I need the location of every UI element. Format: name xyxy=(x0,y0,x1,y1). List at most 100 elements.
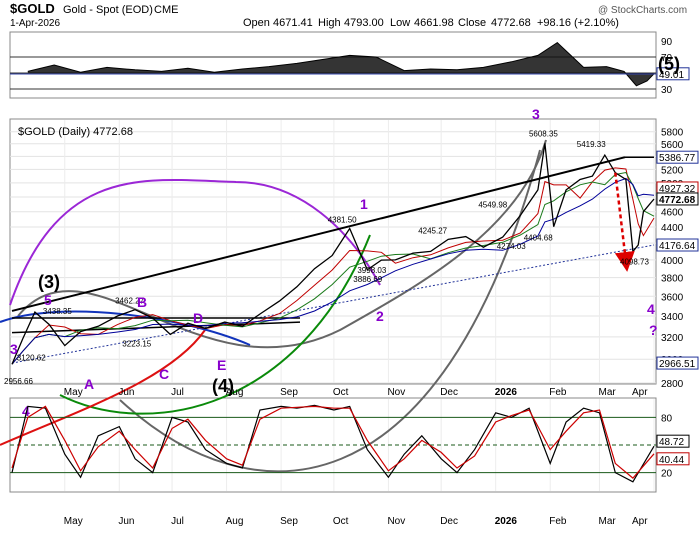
price-panel-frame xyxy=(9,118,657,385)
stoch-value-tag-box xyxy=(656,434,690,448)
wave-label: (4) xyxy=(212,376,234,396)
price-tick-label: 3200 xyxy=(661,333,684,344)
price-tick-label: 3400 xyxy=(661,312,684,323)
x-tick-label: Jun xyxy=(118,387,134,398)
x-tick-label: Nov xyxy=(387,387,405,398)
rsi-layer: 9070503049.01 xyxy=(10,37,690,96)
wave-label: E xyxy=(217,357,226,373)
stoch-layer: 80 20 48.72 40.44 xyxy=(10,404,690,483)
x-tick-label: Apr xyxy=(632,387,648,398)
ohlc-high-label: High xyxy=(318,17,341,29)
wave-label: B xyxy=(137,294,147,310)
price-tag-box xyxy=(656,356,699,370)
price-annotation: 5608.35 xyxy=(529,129,558,138)
stoch-x-tick-label: 2026 xyxy=(495,516,518,527)
rsi-line xyxy=(27,41,655,87)
wave-label: 2 xyxy=(376,308,384,324)
ohlc-low: 4661.98 xyxy=(414,17,454,29)
price-tag-box xyxy=(656,150,699,164)
x-tick-label: Feb xyxy=(549,387,567,398)
price-annotation: 3438.35 xyxy=(43,307,72,316)
price-annotation: 4098.73 xyxy=(620,258,649,267)
x-tick-label: Oct xyxy=(333,387,349,398)
price-tick-label: 5800 xyxy=(661,128,684,139)
stoch-value-tag-box xyxy=(656,452,690,466)
stoch-value-tag: 48.72 xyxy=(659,437,684,448)
stoch-x-tick-label: Jun xyxy=(118,516,134,527)
stoch-tick-label: 20 xyxy=(661,469,673,480)
wave-label: 3 xyxy=(10,341,18,357)
wave-label: C xyxy=(159,366,169,382)
red-cycle-arc xyxy=(0,329,206,446)
ohlc-high: 4793.00 xyxy=(344,17,384,29)
price-lines xyxy=(11,143,655,365)
price-title: $GOLD (Daily) 4772.68 xyxy=(18,126,133,138)
gray-cycle-arc-large xyxy=(119,149,541,473)
stoch-x-tick-label: Dec xyxy=(440,516,458,527)
stoch-value-tag: 40.44 xyxy=(659,455,684,466)
ohlc-close: 4772.68 xyxy=(491,17,531,29)
stoch-d-line xyxy=(11,405,655,479)
price-annotation: 3462.27 xyxy=(115,297,144,306)
stoch-tick-label: 80 xyxy=(661,413,673,424)
price-tag-box xyxy=(656,238,699,252)
ma-mid-line xyxy=(11,171,655,365)
ohlc-open: 4671.41 xyxy=(273,17,313,29)
price-tick-label: 4000 xyxy=(661,256,684,267)
price-annotation: 3120.62 xyxy=(17,354,46,363)
price-annotation: 4245.27 xyxy=(418,226,447,235)
rsi-value-tag-box xyxy=(656,67,690,81)
stoch-x-tick-label: Oct xyxy=(333,516,349,527)
ohlc-open-label: Open xyxy=(243,17,270,29)
price-tag: 2966.51 xyxy=(659,359,696,370)
symbol: $GOLD xyxy=(10,1,55,16)
ohlc-change: +98.16 (+2.10%) xyxy=(537,17,619,29)
stoch-x-tick-label: Mar xyxy=(599,516,617,527)
price-tag: 4176.64 xyxy=(659,241,696,252)
price-annotation: 5419.33 xyxy=(577,140,606,149)
price-annotation: 3223.15 xyxy=(122,339,151,348)
rsi-area xyxy=(27,42,655,86)
wave-label: 4 xyxy=(647,301,655,317)
price-annotation: 3998.03 xyxy=(357,266,386,275)
stoch-x-tick-label: May xyxy=(64,516,83,527)
wave-label: (5) xyxy=(658,54,680,74)
stoch-x-tick-label: Aug xyxy=(226,516,244,527)
wave-label: 1 xyxy=(360,196,368,212)
exchange: CME xyxy=(154,4,178,16)
price-annotation: 3886.69 xyxy=(353,275,382,284)
gray-cycle-arc-small xyxy=(17,139,547,349)
price-annotation: 4274.03 xyxy=(497,242,526,251)
stoch-x-tick-label: Feb xyxy=(549,516,567,527)
wave-label: 5 xyxy=(44,292,52,308)
x-tick-label: Mar xyxy=(599,387,617,398)
price-labels: 5608.35 5419.33 4381.50 4245.27 4549.98 4274.… xyxy=(4,54,699,419)
wave-label: 4 xyxy=(22,403,30,419)
price-tag: 4772.68 xyxy=(659,195,696,206)
price-annotation: 4549.98 xyxy=(478,200,507,209)
lower-channel-line xyxy=(11,244,655,364)
stoch-x-tick-label: Jul xyxy=(171,516,184,527)
rsi-tick-label: 30 xyxy=(661,85,673,96)
price-line xyxy=(11,143,655,365)
price-tick-label: 5200 xyxy=(661,165,684,176)
rsi-tick-label: 70 xyxy=(661,53,673,64)
date: 1-Apr-2026 xyxy=(10,18,60,29)
x-tick-label: Aug xyxy=(226,387,244,398)
wave-label: ? xyxy=(649,322,658,338)
triangle-lower-line xyxy=(11,321,301,334)
stoch-x-tick-label: Sep xyxy=(280,516,298,527)
price-tag: 4927.32 xyxy=(659,184,696,195)
stoch-x-tick-label: Nov xyxy=(387,516,405,527)
stoch-k-line xyxy=(11,404,655,483)
watermark: @ StockCharts.com xyxy=(598,5,687,16)
wave-label: (3) xyxy=(38,272,60,292)
x-tick-label: Sep xyxy=(280,387,298,398)
price-tick-label: 4600 xyxy=(661,208,684,219)
price-tag: 5386.77 xyxy=(659,153,696,164)
ohlc-low-label: Low xyxy=(390,17,410,29)
ma-short-line xyxy=(11,167,655,365)
upper-channel-line xyxy=(11,156,626,312)
